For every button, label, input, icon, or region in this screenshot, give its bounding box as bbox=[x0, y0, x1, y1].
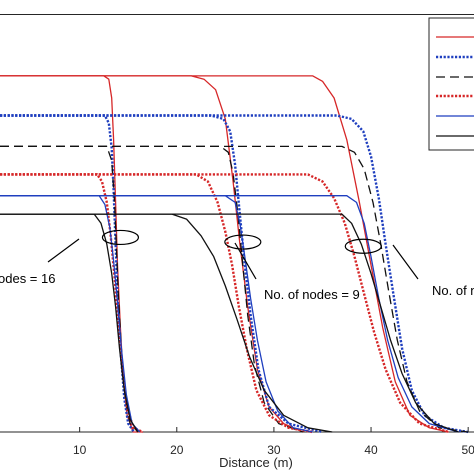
series-1 bbox=[0, 75, 449, 433]
ellipse-marker-1 bbox=[101, 229, 140, 246]
series-6-curve-2 bbox=[0, 213, 333, 433]
series-2-curve-3 bbox=[0, 114, 469, 434]
series-4-curve-2 bbox=[0, 173, 314, 434]
x-axis-label: Distance (m) bbox=[219, 455, 293, 470]
annotation-label-4-text: No. of n bbox=[432, 283, 474, 298]
series-3-curve-1 bbox=[0, 145, 139, 433]
x-tick-label: 50 bbox=[461, 443, 474, 457]
x-tick-label: 10 bbox=[73, 443, 87, 457]
series-3-curve-2 bbox=[0, 145, 304, 433]
series-5-curve-1 bbox=[0, 195, 141, 433]
plot-area bbox=[0, 14, 474, 433]
annotation-arrow-2 bbox=[234, 242, 257, 280]
series-6-curve-3 bbox=[0, 213, 459, 433]
series-6 bbox=[0, 213, 459, 433]
ellipse-marker-2 bbox=[224, 234, 262, 250]
x-tick-label: 20 bbox=[170, 443, 184, 457]
series-4-curve-1 bbox=[0, 173, 144, 434]
series-5-curve-2 bbox=[0, 195, 313, 433]
series-5 bbox=[0, 195, 459, 433]
series-5-curve-3 bbox=[0, 195, 459, 433]
legend-box bbox=[428, 17, 474, 151]
annotation-label-9: No. of nodes = 9 bbox=[264, 287, 360, 302]
series-3 bbox=[0, 145, 469, 433]
annotation-arrow-1 bbox=[47, 238, 80, 263]
annotations: odes = 16 No. of nodes = 9 No. of n bbox=[0, 238, 474, 302]
series-4-curve-3 bbox=[0, 173, 450, 434]
series-1-curve-2 bbox=[0, 75, 304, 433]
series-1-curve-3 bbox=[0, 75, 449, 433]
x-tick-label: 40 bbox=[364, 443, 378, 457]
legend bbox=[428, 17, 474, 151]
series-2-curve-1 bbox=[0, 114, 135, 433]
series-6-curve-1 bbox=[0, 213, 139, 433]
series-3-curve-3 bbox=[0, 145, 469, 433]
annotation-arrow-3 bbox=[392, 244, 419, 280]
annotation-label-4: No. of n bbox=[432, 283, 474, 298]
x-tick-layer: 10 20 30 40 50 bbox=[73, 427, 474, 457]
series-1-curve-1 bbox=[0, 75, 143, 433]
annotation-label-16: odes = 16 bbox=[0, 271, 55, 286]
x-tick-label: 30 bbox=[267, 443, 281, 457]
ellipse-marker-3 bbox=[344, 238, 382, 254]
ellipse-layer bbox=[101, 229, 382, 254]
series-layer bbox=[0, 75, 469, 434]
